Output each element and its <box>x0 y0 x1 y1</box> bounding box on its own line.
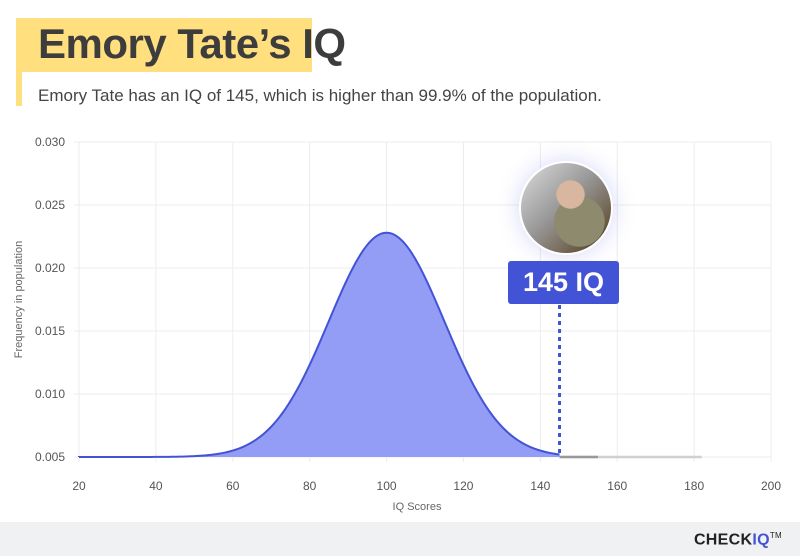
distribution-curve <box>79 231 560 458</box>
page-subtitle: Emory Tate has an IQ of 145, which is hi… <box>38 86 602 105</box>
x-tick-label: 20 <box>72 479 86 493</box>
x-tick-label: 120 <box>453 479 473 493</box>
x-tick-label: 100 <box>377 479 397 493</box>
x-tick-label: 40 <box>149 479 163 493</box>
y-tick-label: 0.010 <box>35 387 65 401</box>
x-tick-label: 180 <box>684 479 704 493</box>
y-tick-label: 0.015 <box>35 324 65 338</box>
y-tick-label: 0.025 <box>35 198 65 212</box>
title-highlight <box>16 18 312 72</box>
x-tick-label: 140 <box>530 479 550 493</box>
x-tick-label: 200 <box>761 479 781 493</box>
y-axis-label: Frequency in population <box>13 241 25 358</box>
checkiq-logo: CHECKIQTM <box>693 531 782 549</box>
y-tick-label: 0.005 <box>35 450 65 464</box>
x-axis-label: IQ Scores <box>393 501 442 513</box>
x-tick-label: 60 <box>226 479 240 493</box>
person-avatar <box>519 161 613 255</box>
iq-score-badge: 145 IQ <box>508 261 619 304</box>
footer: CHECKIQTM <box>0 522 800 556</box>
page-title: Emory Tate’s IQ <box>38 20 346 67</box>
y-tick-label: 0.030 <box>35 135 65 149</box>
iq-distribution-chart: 20 40 60 80 100 120 140 160 180 200 0.005 0.010 0.01… <box>13 135 781 513</box>
x-tick-label: 80 <box>303 479 317 493</box>
y-tick-label: 0.020 <box>35 261 65 275</box>
x-tick-label: 160 <box>607 479 627 493</box>
